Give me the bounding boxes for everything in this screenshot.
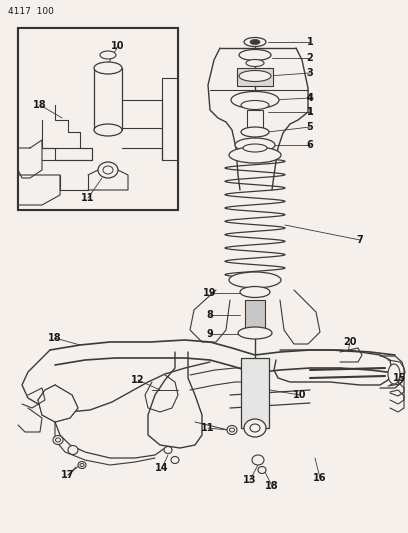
Ellipse shape xyxy=(229,147,281,163)
Bar xyxy=(245,300,265,332)
Ellipse shape xyxy=(258,466,266,473)
Text: 7: 7 xyxy=(357,235,364,245)
Ellipse shape xyxy=(240,287,270,297)
Text: 11: 11 xyxy=(81,193,95,203)
Ellipse shape xyxy=(94,62,122,74)
Ellipse shape xyxy=(103,166,113,174)
Text: 9: 9 xyxy=(206,329,213,339)
Ellipse shape xyxy=(244,419,266,437)
Text: 4117  100: 4117 100 xyxy=(8,7,54,17)
Ellipse shape xyxy=(229,428,235,432)
Text: 10: 10 xyxy=(293,390,307,400)
Ellipse shape xyxy=(53,435,63,445)
Ellipse shape xyxy=(227,425,237,434)
Polygon shape xyxy=(38,385,78,422)
Ellipse shape xyxy=(244,37,266,46)
Ellipse shape xyxy=(241,127,269,137)
Text: 16: 16 xyxy=(313,473,327,483)
Ellipse shape xyxy=(241,101,269,109)
Text: 11: 11 xyxy=(201,423,215,433)
Text: 1: 1 xyxy=(307,107,313,117)
Text: 18: 18 xyxy=(48,333,62,343)
Ellipse shape xyxy=(238,327,272,339)
Ellipse shape xyxy=(55,438,60,442)
Text: 20: 20 xyxy=(343,337,357,347)
Text: 14: 14 xyxy=(155,463,169,473)
Text: 4: 4 xyxy=(307,93,313,103)
Ellipse shape xyxy=(94,124,122,136)
Ellipse shape xyxy=(252,455,264,465)
Bar xyxy=(237,68,273,86)
Text: 10: 10 xyxy=(111,41,125,51)
Ellipse shape xyxy=(164,447,172,454)
Ellipse shape xyxy=(239,70,271,82)
Text: 18: 18 xyxy=(33,100,47,110)
Text: 4: 4 xyxy=(307,93,313,103)
Text: 1: 1 xyxy=(307,37,313,47)
Ellipse shape xyxy=(239,50,271,61)
Ellipse shape xyxy=(235,138,275,152)
Text: 8: 8 xyxy=(206,310,213,320)
Text: 19: 19 xyxy=(203,288,217,298)
Ellipse shape xyxy=(250,39,260,44)
Text: 12: 12 xyxy=(131,375,145,385)
Ellipse shape xyxy=(231,92,279,109)
Text: 6: 6 xyxy=(307,140,313,150)
Ellipse shape xyxy=(80,464,84,466)
Bar xyxy=(241,358,269,428)
Ellipse shape xyxy=(246,60,264,67)
Ellipse shape xyxy=(100,51,116,59)
Ellipse shape xyxy=(98,162,118,178)
Text: 15: 15 xyxy=(393,373,407,383)
Bar xyxy=(247,110,263,128)
Text: 18: 18 xyxy=(265,481,279,491)
Ellipse shape xyxy=(78,462,86,469)
Text: 2: 2 xyxy=(307,53,313,63)
Ellipse shape xyxy=(250,424,260,432)
Text: 13: 13 xyxy=(243,475,257,485)
Ellipse shape xyxy=(171,456,179,464)
Text: 1: 1 xyxy=(307,107,313,117)
Ellipse shape xyxy=(229,272,281,288)
Ellipse shape xyxy=(243,144,267,152)
Ellipse shape xyxy=(68,446,78,455)
Text: 5: 5 xyxy=(307,122,313,132)
Polygon shape xyxy=(18,28,178,210)
Text: 17: 17 xyxy=(61,470,75,480)
Text: 3: 3 xyxy=(307,68,313,78)
Ellipse shape xyxy=(388,364,400,384)
